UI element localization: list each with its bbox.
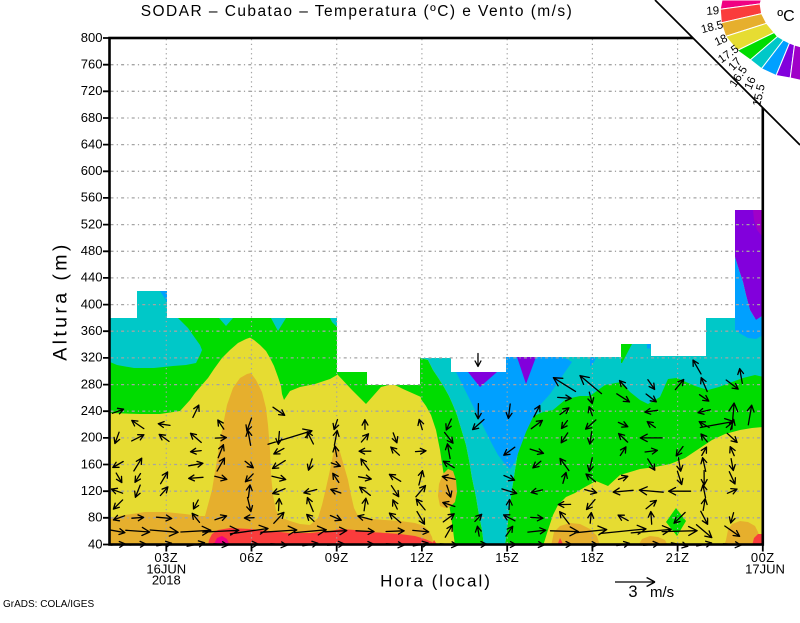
svg-text:80: 80 [88, 510, 102, 525]
svg-text:520: 520 [81, 216, 103, 231]
svg-text:3: 3 [628, 583, 637, 601]
svg-text:SODAR – Cubatao – Temperatura: SODAR – Cubatao – Temperatura (ºC) e Ven… [141, 3, 574, 20]
svg-text:17JUN: 17JUN [745, 562, 785, 577]
svg-text:18.5: 18.5 [700, 19, 725, 36]
svg-text:560: 560 [81, 190, 103, 205]
svg-text:160: 160 [81, 456, 103, 471]
svg-text:12Z: 12Z [410, 550, 434, 565]
svg-text:680: 680 [81, 110, 103, 125]
svg-text:320: 320 [81, 350, 103, 365]
svg-text:ºC: ºC [777, 8, 794, 25]
svg-text:18Z: 18Z [580, 550, 604, 565]
svg-text:GrADS: COLA/IGES: GrADS: COLA/IGES [3, 599, 94, 610]
svg-text:m/s: m/s [650, 584, 674, 601]
svg-text:280: 280 [81, 376, 103, 391]
svg-text:400: 400 [81, 296, 103, 311]
svg-text:06Z: 06Z [240, 550, 264, 565]
svg-text:16: 16 [743, 75, 759, 91]
svg-text:18: 18 [713, 33, 730, 49]
svg-text:00Z: 00Z [751, 550, 775, 565]
svg-text:Hora (local): Hora (local) [380, 572, 492, 591]
svg-text:40: 40 [88, 536, 102, 551]
svg-text:240: 240 [81, 403, 103, 418]
svg-text:440: 440 [81, 270, 103, 285]
svg-text:03Z: 03Z [154, 550, 178, 565]
svg-text:16JUN: 16JUN [146, 562, 186, 577]
svg-text:Altura (m): Altura (m) [50, 241, 72, 361]
svg-text:640: 640 [81, 136, 103, 151]
svg-text:720: 720 [81, 83, 103, 98]
svg-text:760: 760 [81, 57, 103, 72]
svg-text:600: 600 [81, 163, 103, 178]
svg-text:21Z: 21Z [666, 550, 690, 565]
svg-text:800: 800 [81, 30, 103, 45]
svg-text:2018: 2018 [152, 573, 181, 588]
svg-text:480: 480 [81, 243, 103, 258]
svg-text:09Z: 09Z [325, 550, 349, 565]
svg-text:19: 19 [706, 5, 720, 18]
svg-text:200: 200 [81, 430, 103, 445]
svg-text:360: 360 [81, 323, 103, 338]
svg-text:15Z: 15Z [495, 550, 519, 565]
svg-text:120: 120 [81, 483, 103, 498]
